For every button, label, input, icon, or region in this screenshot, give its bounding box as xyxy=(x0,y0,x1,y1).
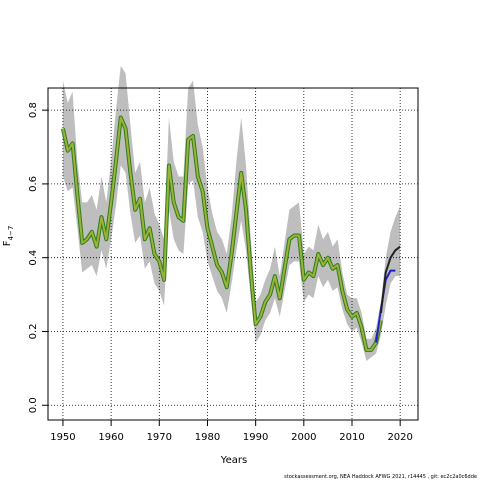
series-line xyxy=(379,245,401,314)
x-axis-label: Years xyxy=(220,455,247,466)
x-tick-label: 1960 xyxy=(98,432,123,443)
y-tick-label: 0.2 xyxy=(28,324,39,340)
y-tick-label: 0.8 xyxy=(28,102,39,118)
series-line-inner xyxy=(61,116,382,351)
y-tick-label: 0.0 xyxy=(28,397,39,413)
x-tick-label: 1990 xyxy=(243,432,268,443)
x-tick-label: 1980 xyxy=(195,432,220,443)
x-tick-label: 2020 xyxy=(387,432,412,443)
y-tick-label: 0.4 xyxy=(28,250,39,266)
x-tick-label: 2000 xyxy=(291,432,316,443)
y-tick-label: 0.6 xyxy=(28,176,39,192)
y-axis-label: F4−7 xyxy=(2,226,15,247)
y-axis-label-sub: 4−7 xyxy=(7,226,15,241)
x-tick-label: 1970 xyxy=(147,432,172,443)
x-tick-label: 1950 xyxy=(50,432,75,443)
y-axis-label-main: F xyxy=(2,240,13,246)
x-tick-label: 2010 xyxy=(339,432,364,443)
footnote: stockassessment.org, NEA Haddock AFWG 20… xyxy=(284,474,477,480)
plot-frame xyxy=(47,87,419,421)
